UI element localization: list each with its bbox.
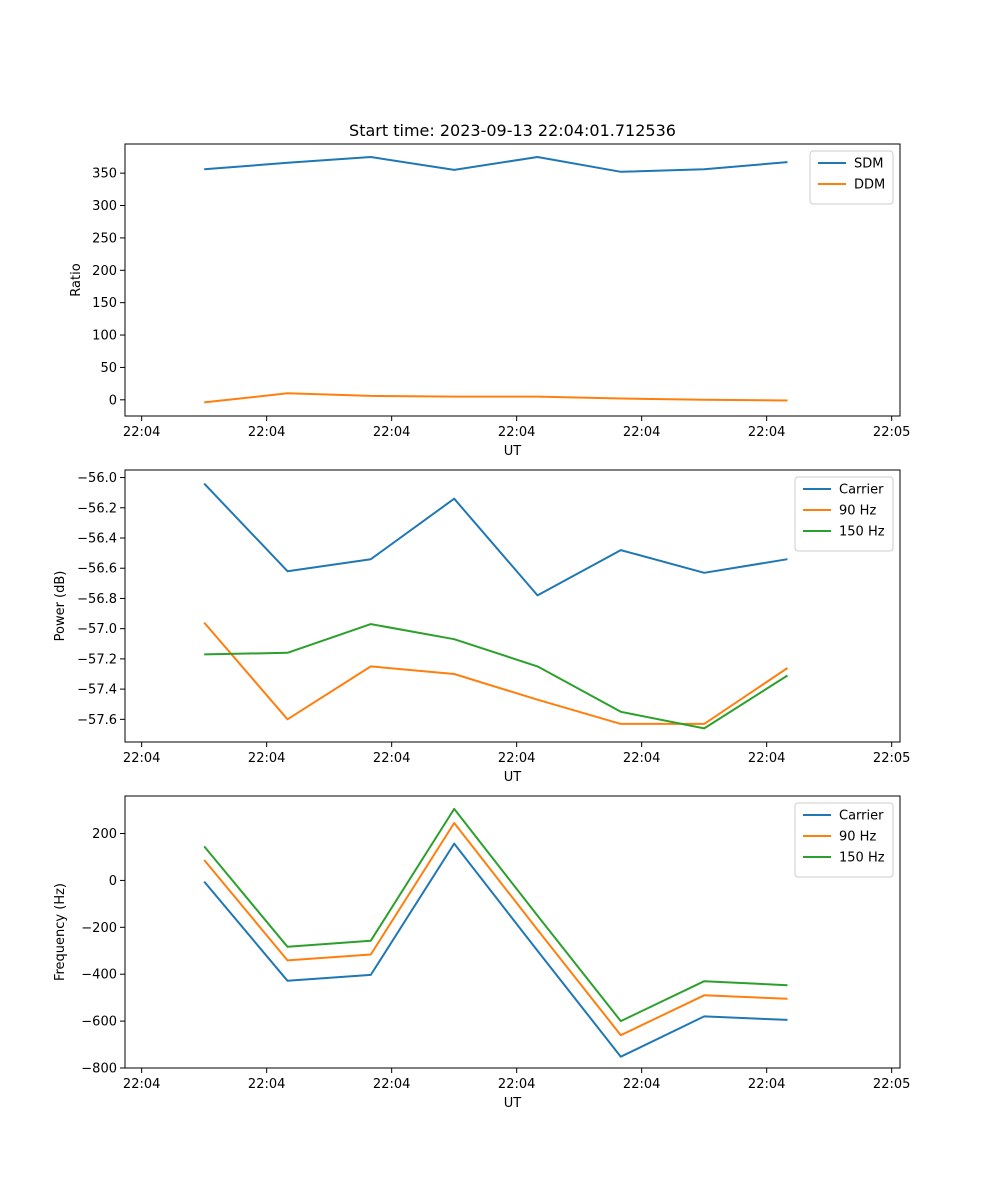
plot-panel-3: 22:04 22:04 22:04 22:04 22:04 22:04 22:05 −800 −… [53,795,910,1111]
x-tick-label: 22:04 [623,751,660,766]
y-tick-label: −57.0 [77,622,117,637]
legend-box [794,476,894,552]
y-tick-label: 0 [109,393,117,408]
x-tick-label: 22:05 [873,425,910,440]
y-tick-label: 100 [92,329,117,344]
plot-frame [124,143,901,417]
plot-frame [124,795,901,1069]
legend: Carrier 90 Hz 150 Hz [794,476,894,552]
y-tick-label: 0 [109,874,117,889]
legend-label: Carrier [839,483,884,498]
y-tick-label: −600 [81,1015,117,1030]
x-tick-label: 22:04 [248,425,285,440]
x-tick-label: 22:04 [248,751,285,766]
legend: Carrier 90 Hz 150 Hz [794,802,894,878]
y-tick-label: −800 [81,1062,117,1077]
x-tick-label: 22:04 [498,425,535,440]
x-tick-label: 22:04 [748,1077,785,1092]
legend-box [794,802,894,878]
series-line-150-hz [204,623,789,730]
y-axis-label: Frequency (Hz) [53,883,68,981]
y-tick-label: 150 [92,296,117,311]
y-tick-label: −56.0 [77,471,117,486]
x-tick-label: 22:04 [498,1077,535,1092]
legend-label: 90 Hz [839,830,876,845]
series-line-90-hz [203,822,788,1037]
y-tick-label: −56.6 [77,562,117,577]
y-tick-label: −56.2 [77,501,117,516]
x-axis-label: UT [504,444,522,459]
y-tick-label: 200 [92,827,117,842]
y-tick-label: 50 [100,361,117,376]
plot-panel-1: Start time: 2023-09-13 22:04:01.712536 22… [69,121,910,459]
x-tick-label: 22:04 [623,1077,660,1092]
y-tick-label: −400 [81,968,117,983]
chart-title: Start time: 2023-09-13 22:04:01.712536 [349,121,676,140]
x-tick-label: 22:04 [123,1077,160,1092]
legend-label: SDM [854,157,883,172]
legend-box [809,150,894,205]
x-tick-label: 22:04 [248,1077,285,1092]
x-tick-label: 22:04 [373,425,410,440]
y-tick-label: 350 [92,167,117,182]
legend: SDM DDM [809,150,894,205]
y-tick-label: −56.4 [77,532,117,547]
x-tick-label: 22:04 [123,751,160,766]
x-tick-label: 22:04 [748,425,785,440]
y-tick-label: −200 [81,921,117,936]
plot-panel-2: 22:04 22:04 22:04 22:04 22:04 22:04 22:05 −57.6… [53,469,910,785]
x-tick-label: 22:04 [623,425,660,440]
x-tick-label: 22:05 [873,751,910,766]
y-tick-label: −56.8 [77,592,117,607]
x-tick-label: 22:04 [748,751,785,766]
y-axis-label: Power (dB) [53,571,68,642]
y-tick-label: −57.2 [77,652,117,667]
y-axis-label: Ratio [69,263,84,296]
series-line-150-hz [203,807,788,1023]
x-axis-label: UT [504,770,522,785]
legend-label: DDM [854,178,885,193]
plot-frame [124,469,901,743]
y-tick-label: 200 [92,264,117,279]
x-axis-label: UT [504,1096,522,1111]
x-tick-label: 22:04 [373,1077,410,1092]
series-line-90-hz [203,621,789,725]
x-tick-label: 22:04 [123,425,160,440]
y-tick-label: −57.6 [77,713,117,728]
y-tick-label: −57.4 [77,683,117,698]
legend-label: 150 Hz [839,525,885,540]
series-line-carrier [203,482,788,597]
x-tick-label: 22:05 [873,1077,910,1092]
y-tick-label: 300 [92,199,117,214]
y-tick-label: 250 [92,231,117,246]
legend-label: Carrier [839,809,884,824]
legend-label: 90 Hz [839,504,876,519]
series-line-ddm [204,392,788,404]
x-tick-label: 22:04 [373,751,410,766]
x-tick-label: 22:04 [498,751,535,766]
series-line-sdm [204,156,788,173]
legend-label: 150 Hz [839,851,885,866]
series-line-carrier [203,842,788,1058]
